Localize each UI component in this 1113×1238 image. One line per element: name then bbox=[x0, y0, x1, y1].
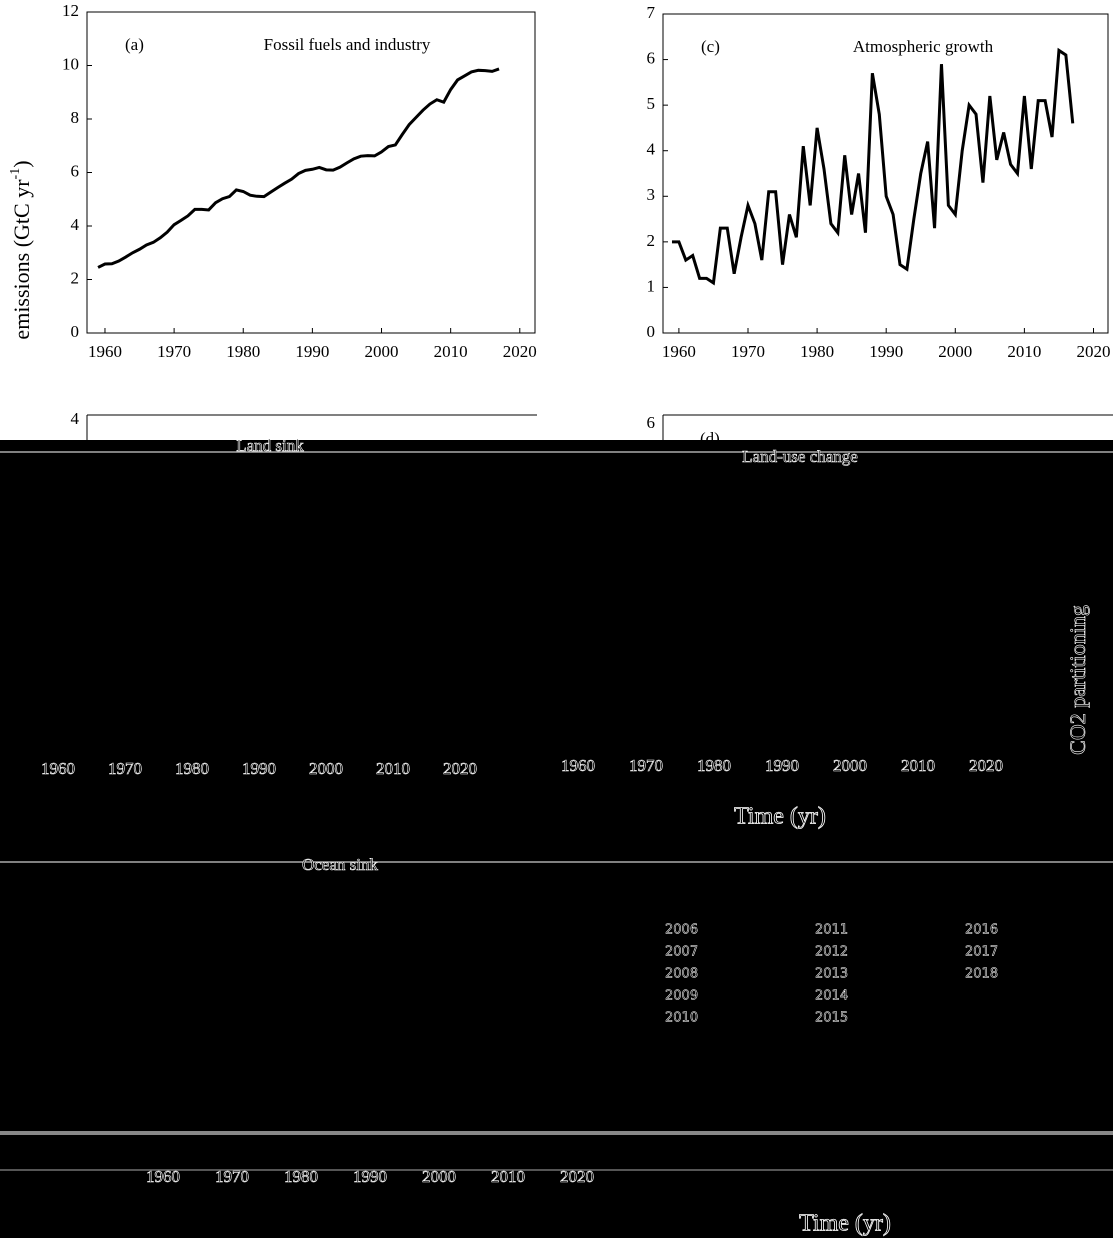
x-tick-label: 1970 bbox=[215, 1167, 249, 1186]
x-tick-label: 2010 bbox=[1007, 342, 1041, 361]
data-line bbox=[671, 47, 1075, 286]
x-tick-label: 1980 bbox=[226, 342, 260, 361]
panel-label: (a) bbox=[125, 35, 144, 54]
x-tick-label: 2020 bbox=[503, 342, 537, 361]
legend-label: 2006 bbox=[665, 923, 698, 938]
y-tick-label: 10 bbox=[62, 54, 79, 73]
y-tick-label: 2 bbox=[71, 268, 80, 287]
x-tick-label: 1960 bbox=[662, 342, 696, 361]
y-tick-label: 4 bbox=[71, 409, 80, 428]
x-tick-label: 1980 bbox=[697, 756, 731, 775]
x-tick-label: 2010 bbox=[376, 759, 410, 778]
x-tick-label: 1990 bbox=[765, 756, 799, 775]
y-tick-label: 6 bbox=[647, 413, 656, 432]
data-line bbox=[97, 67, 500, 269]
y-tick-label: 2 bbox=[647, 231, 656, 250]
x-axis-label: Time (yr) bbox=[734, 804, 826, 830]
x-tick-label: 2010 bbox=[901, 756, 935, 775]
x-tick-label: 1980 bbox=[175, 759, 209, 778]
y-tick-label: 4 bbox=[647, 140, 656, 159]
corrupted-region bbox=[0, 440, 1113, 1238]
x-tick-label: 2020 bbox=[969, 756, 1003, 775]
y-tick-label: 0 bbox=[647, 322, 656, 341]
panel-title: Land-use change bbox=[742, 447, 858, 466]
x-tick-label: 2000 bbox=[833, 756, 867, 775]
y-tick-label: 6 bbox=[71, 161, 80, 180]
x-tick-label: 1960 bbox=[88, 342, 122, 361]
x-tick-label: 2020 bbox=[560, 1167, 594, 1186]
panel-title: Land sink bbox=[236, 436, 304, 455]
panel-title: Ocean sink bbox=[302, 855, 379, 874]
y-tick-label: 5 bbox=[647, 94, 656, 113]
legend-label: 2008 bbox=[665, 967, 698, 982]
y-tick-label: 7 bbox=[647, 3, 656, 22]
x-tick-label: 2000 bbox=[422, 1167, 456, 1186]
y-tick-label: 0 bbox=[71, 322, 80, 341]
y-label-main: emissions (GtC yr bbox=[9, 179, 34, 340]
legend-label: 2013 bbox=[815, 967, 848, 982]
x-tick-label: 1970 bbox=[629, 756, 663, 775]
legend-label: 2017 bbox=[965, 945, 998, 960]
legend-label: 2009 bbox=[665, 989, 698, 1004]
x-tick-label: 1990 bbox=[869, 342, 903, 361]
y-label-sup: -1 bbox=[8, 168, 23, 180]
y-label-end: ) bbox=[9, 160, 34, 167]
x-tick-label: 2000 bbox=[309, 759, 343, 778]
y-tick-label: 3 bbox=[647, 185, 656, 204]
x-tick-label: 1970 bbox=[157, 342, 191, 361]
x-tick-label: 1970 bbox=[731, 342, 765, 361]
x-tick-label: 1970 bbox=[108, 759, 142, 778]
x-tick-label: 2010 bbox=[491, 1167, 525, 1186]
legend-label: 2011 bbox=[815, 923, 848, 938]
y-tick-label: 8 bbox=[71, 108, 80, 127]
y-tick-label: 12 bbox=[62, 1, 79, 20]
legend-label: 2015 bbox=[815, 1011, 848, 1026]
y-tick-label: 1 bbox=[647, 276, 656, 295]
y-axis-label: CO2 partitioning bbox=[1065, 605, 1090, 755]
x-tick-label: 1960 bbox=[41, 759, 75, 778]
x-tick-label: 2000 bbox=[365, 342, 399, 361]
y-tick-label: 4 bbox=[71, 215, 80, 234]
x-axis-label: Time (yr) bbox=[799, 1211, 891, 1237]
legend-label: 2010 bbox=[665, 1011, 698, 1026]
x-tick-label: 2020 bbox=[1076, 342, 1110, 361]
panel-label: (c) bbox=[701, 37, 720, 56]
x-tick-label: 1960 bbox=[146, 1167, 180, 1186]
x-tick-label: 1990 bbox=[295, 342, 329, 361]
plot-frame bbox=[86, 11, 536, 334]
panel-label: (d) bbox=[700, 429, 720, 448]
x-tick-label: 2010 bbox=[434, 342, 468, 361]
x-tick-label: 1990 bbox=[242, 759, 276, 778]
x-tick-label: 1980 bbox=[800, 342, 834, 361]
legend-label: 2014 bbox=[815, 989, 848, 1004]
chart-title: Atmospheric growth bbox=[853, 37, 994, 56]
x-tick-label: 1960 bbox=[561, 756, 595, 775]
y-axis-label: emissions (GtC yr-1) bbox=[8, 160, 34, 339]
x-tick-label: 2020 bbox=[443, 759, 477, 778]
legend-label: 2016 bbox=[965, 923, 998, 938]
legend-label: 2007 bbox=[665, 945, 698, 960]
x-tick-label: 1980 bbox=[284, 1167, 318, 1186]
y-tick-label: 6 bbox=[647, 48, 656, 67]
chart-title: Fossil fuels and industry bbox=[264, 35, 431, 54]
legend-label: 2018 bbox=[965, 967, 998, 982]
x-tick-label: 2000 bbox=[938, 342, 972, 361]
legend-label: 2012 bbox=[815, 945, 848, 960]
plot-frame bbox=[662, 13, 1109, 334]
x-tick-label: 1990 bbox=[353, 1167, 387, 1186]
